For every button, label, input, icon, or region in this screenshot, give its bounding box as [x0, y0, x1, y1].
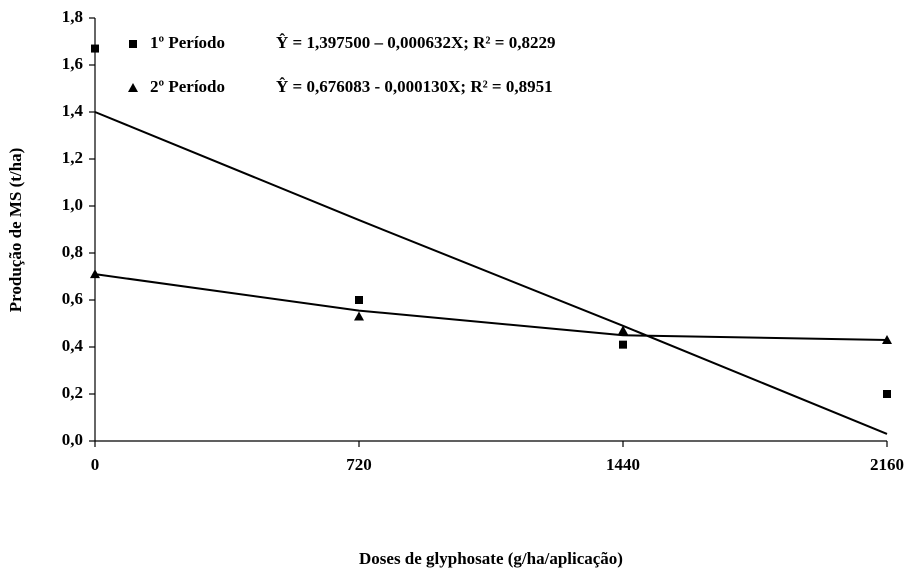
data-point	[883, 390, 891, 398]
data-point	[91, 44, 99, 53]
y-tick-label: 1,8	[62, 7, 83, 26]
y-tick-label: 0,0	[62, 430, 83, 449]
legend-marker	[129, 40, 137, 48]
data-point	[618, 325, 628, 335]
fit-line	[94, 111, 888, 435]
legend-label: 1º Período	[150, 33, 225, 52]
data-point	[354, 311, 364, 321]
x-tick-label: 1440	[606, 455, 640, 474]
y-tick-label: 1,2	[62, 148, 83, 167]
fit-line	[94, 273, 888, 341]
x-tick-label: 0	[91, 455, 100, 474]
y-axis-label: Produção de MS (t/ha)	[6, 148, 25, 313]
data-point	[90, 269, 100, 279]
y-tick-label: 0,2	[62, 383, 83, 402]
legend-equation: Ŷ = 1,397500 – 0,000632X; R² = 0,8229	[276, 33, 555, 52]
y-tick-label: 1,0	[62, 195, 83, 214]
legend-marker	[128, 83, 138, 92]
y-tick-label: 1,6	[62, 54, 83, 73]
data-point	[882, 334, 892, 344]
y-tick-label: 0,4	[62, 336, 84, 355]
y-tick-label: 1,4	[62, 101, 84, 120]
x-axis-label: Doses de glyphosate (g/ha/aplicação)	[359, 549, 623, 568]
legend-equation: Ŷ = 0,676083 - 0,000130X; R² = 0,8951	[276, 77, 553, 96]
y-tick-label: 0,8	[62, 242, 83, 261]
y-tick-label: 0,6	[62, 289, 83, 308]
data-point	[619, 340, 627, 349]
x-tick-label: 2160	[870, 455, 904, 474]
data-point	[355, 296, 363, 304]
legend-label: 2º Período	[150, 77, 225, 96]
x-tick-label: 720	[346, 455, 372, 474]
